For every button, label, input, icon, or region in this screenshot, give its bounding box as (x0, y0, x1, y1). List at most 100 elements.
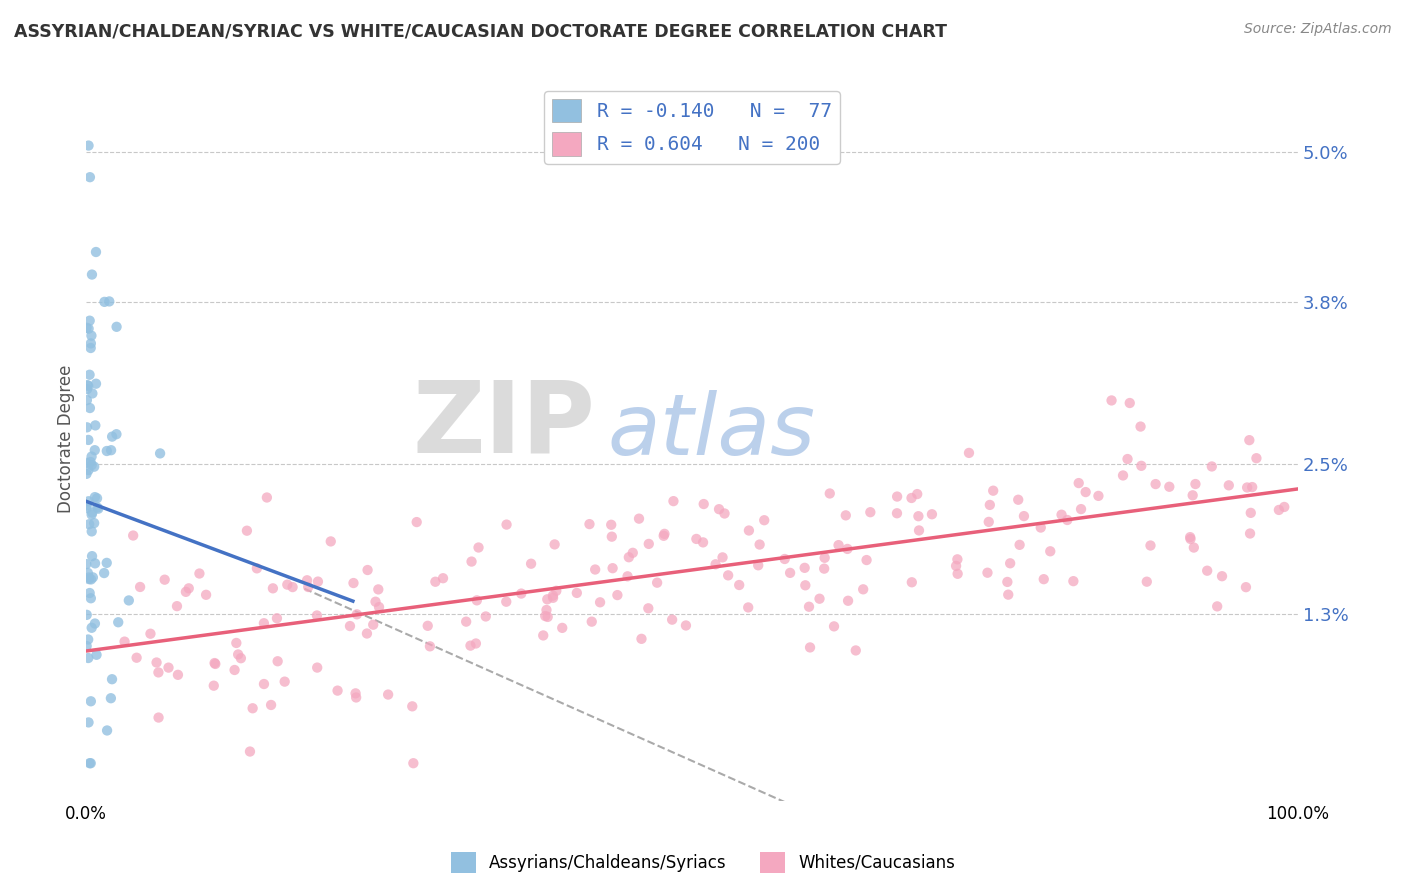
Point (86, 648, 108, 662)
Point (859, 505, 882, 519)
Point (105, 319, 128, 334)
Point (945, 558, 967, 573)
Point (713, 507, 735, 521)
Point (627, 511, 650, 525)
Point (617, 550, 640, 565)
Point (82, 386, 104, 401)
Point (835, 508, 858, 523)
Point (76, 378, 98, 392)
Point (105, 427, 128, 442)
Point (107, 615, 129, 630)
Point (536, 603, 558, 617)
Point (356, 563, 378, 577)
Point (82, 506, 104, 520)
Point (167, 668, 190, 682)
Point (262, 582, 284, 596)
Text: ZIP: ZIP (412, 376, 595, 473)
Point (96, 723, 118, 738)
Point (1136, 574, 1159, 589)
Point (465, 593, 488, 607)
Point (174, 585, 197, 599)
Point (886, 490, 908, 504)
Point (344, 690, 367, 705)
Point (1178, 530, 1201, 544)
Point (467, 541, 489, 555)
Point (76, 320, 98, 334)
Point (80, 328, 103, 343)
Point (80, 591, 103, 606)
Point (1206, 599, 1229, 614)
Point (737, 600, 759, 615)
Point (464, 636, 486, 650)
Point (122, 528, 145, 542)
Point (77, 433, 100, 447)
Point (76, 467, 98, 481)
Point (77, 715, 100, 730)
Point (100, 443, 122, 458)
Point (79, 586, 101, 600)
Point (80, 336, 103, 351)
Point (297, 580, 319, 594)
Point (129, 580, 152, 594)
Point (266, 611, 288, 625)
Point (253, 616, 276, 631)
Point (1116, 452, 1139, 467)
Point (1067, 476, 1090, 491)
Point (77, 138, 100, 153)
Point (602, 561, 624, 575)
Point (728, 578, 751, 592)
Point (583, 562, 606, 576)
Point (419, 640, 441, 654)
Point (1241, 480, 1264, 494)
Point (224, 663, 246, 677)
Point (1272, 500, 1295, 514)
Point (921, 508, 943, 522)
Point (823, 619, 845, 633)
Point (537, 610, 560, 624)
Point (83, 490, 105, 504)
Point (339, 619, 361, 633)
Point (77, 651, 100, 665)
Point (662, 494, 685, 508)
Point (246, 561, 269, 575)
Point (520, 557, 543, 571)
Point (600, 517, 623, 532)
Point (946, 566, 969, 581)
Point (166, 599, 188, 614)
Point (79, 401, 101, 415)
Point (1129, 419, 1152, 434)
Point (654, 526, 676, 541)
Point (114, 634, 136, 648)
Point (600, 530, 623, 544)
Point (98, 294, 121, 309)
Point (84, 616, 107, 631)
Point (432, 571, 454, 585)
Point (998, 557, 1021, 571)
Point (79, 170, 101, 185)
Point (93, 294, 115, 309)
Point (148, 710, 170, 724)
Point (83, 459, 105, 474)
Point (637, 601, 659, 615)
Text: ASSYRIAN/CHALDEAN/SYRIAC VS WHITE/CAUCASIAN DOCTORATE DEGREE CORRELATION CHART: ASSYRIAN/CHALDEAN/SYRIAC VS WHITE/CAUCAS… (14, 22, 948, 40)
Point (685, 532, 707, 546)
Point (845, 643, 868, 657)
Point (82, 570, 104, 584)
Point (281, 580, 304, 594)
Point (356, 626, 378, 640)
Point (202, 679, 225, 693)
Point (80, 508, 103, 522)
Point (997, 588, 1019, 602)
Point (367, 582, 389, 597)
Point (229, 651, 252, 665)
Point (1074, 485, 1097, 500)
Point (886, 506, 908, 520)
Point (456, 615, 478, 629)
Point (675, 618, 697, 632)
Point (546, 583, 568, 598)
Point (79, 756, 101, 771)
Point (256, 491, 278, 505)
Point (704, 558, 727, 572)
Point (77, 572, 100, 586)
Point (1239, 526, 1261, 541)
